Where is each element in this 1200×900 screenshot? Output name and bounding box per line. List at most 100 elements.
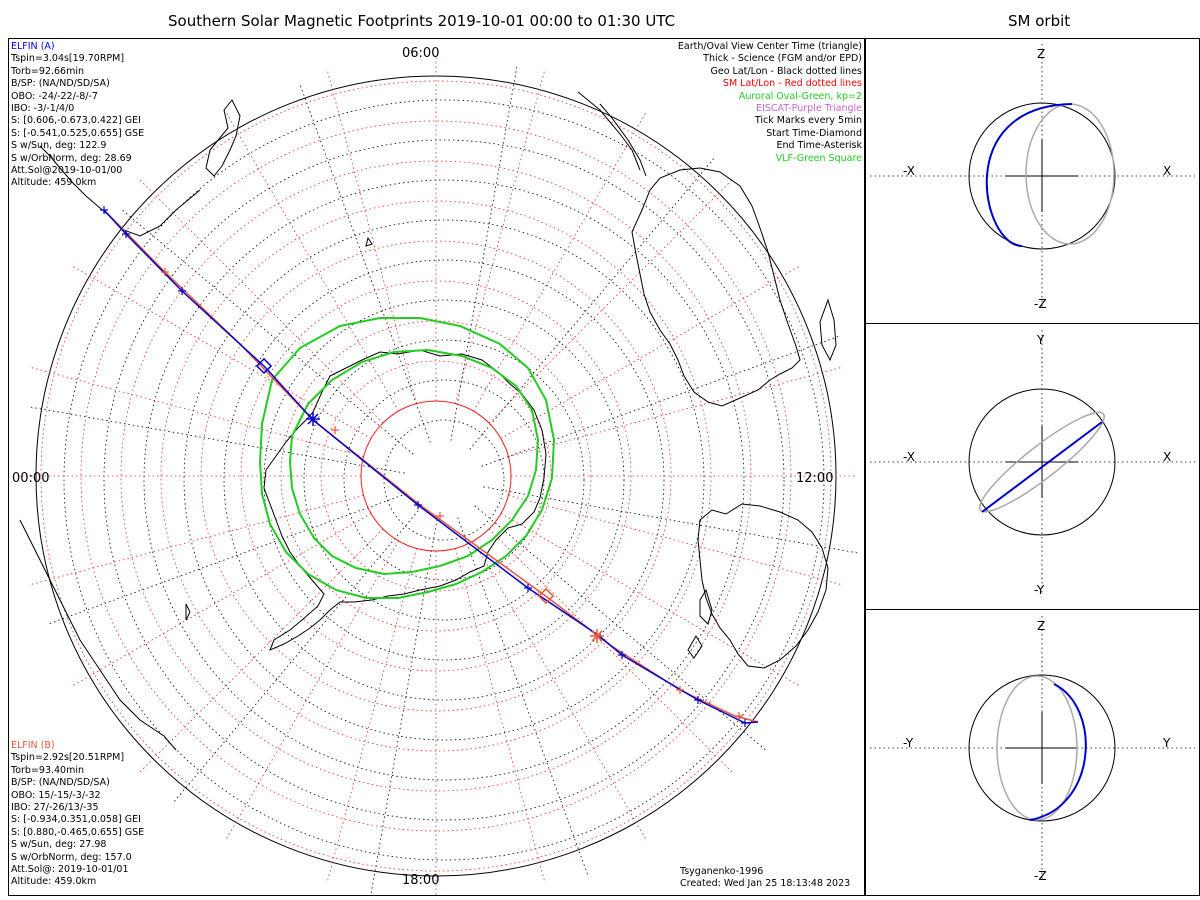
sm-meridian <box>30 495 364 586</box>
elfin-a-line: Tspin=3.04s[19.70RPM] <box>11 53 125 65</box>
legend-entry: End Time-Asterisk <box>776 140 862 152</box>
sm-meridian <box>455 70 546 404</box>
geo-meridian <box>481 335 839 467</box>
geo-latitude-ring <box>223 259 665 701</box>
elfin-a-line: S: [-0.541,0.525,0.655] GSE <box>11 127 145 139</box>
legend-entry: VLF-Green Square <box>775 152 862 164</box>
elfin-b-header: ELFIN (B) <box>11 740 55 751</box>
orbit-panel: Z -Z -Y Y <box>870 616 1195 883</box>
orbit-axis-label-right: X <box>1163 450 1171 464</box>
orbit-axis-label-bottom: -Z <box>1034 869 1047 883</box>
elfin-b-line: Torb=93.40min <box>11 764 85 776</box>
geo-latitude-ring <box>103 139 785 821</box>
elfin-b-line: S: [-0.934,0.351,0.058] GEI <box>11 814 141 826</box>
elfin-a-end-asterisk <box>306 412 320 426</box>
sm-meridian <box>138 178 384 424</box>
geo-latitude-ring <box>303 339 585 621</box>
sm-latitude-ring <box>240 280 632 672</box>
legend-entry: Start Time-Diamond <box>766 127 862 139</box>
sm-latlon-grid <box>16 56 856 895</box>
sm-meridian <box>473 540 647 840</box>
elfin-b-track <box>103 209 759 723</box>
orbit-axis-label-top: Y <box>1036 333 1045 347</box>
polar-map: 06:00 00:00 12:00 18:00 <box>12 46 858 895</box>
elfin-a-orbit <box>985 103 1073 247</box>
geo-meridian <box>30 406 405 474</box>
orbit-panel: Z -Z -X X <box>870 44 1195 311</box>
footprint-tracks <box>103 209 759 724</box>
sm-latitude-ring <box>80 120 792 832</box>
elfin-b-line: OBO: 15/-15/-3/-32 <box>11 789 101 801</box>
footprint-map-frame <box>8 38 865 896</box>
elfin-b-line: S w/OrbNorm, deg: 157.0 <box>11 851 132 863</box>
orbit-panel: Y -Y -X X <box>870 330 1195 597</box>
antarctica-coast <box>263 349 547 651</box>
sm-meridian <box>326 548 417 882</box>
mlt-label-left: 00:00 <box>12 471 49 486</box>
elfin-b-line: S w/Sun, deg: 27.98 <box>11 839 107 851</box>
geo-meridian <box>173 510 419 802</box>
geo-meridian <box>370 519 438 894</box>
sm-meridian <box>508 495 842 586</box>
auroral-oval-outer <box>258 317 556 599</box>
track-markers <box>100 206 749 727</box>
sm-meridian <box>225 540 399 840</box>
earth-circle <box>968 674 1116 822</box>
new-zealand-coast <box>687 588 713 659</box>
sm-latitude-ring <box>200 240 672 712</box>
legend-entry: Earth/Oval View Center Time (triangle) <box>677 41 862 52</box>
mlt-label-top: 06:00 <box>402 46 439 61</box>
legend-entry: Thick - Science (FGM and/or EPD) <box>703 53 862 65</box>
australia-coast <box>697 503 829 669</box>
elfin-b-tick-marks <box>161 268 743 720</box>
elfin-a-line: Torb=92.66min <box>11 65 85 77</box>
elfin-a-orbit <box>981 421 1103 513</box>
elfin-b-end-asterisk <box>590 629 604 643</box>
geo-meridian <box>457 517 589 875</box>
elfin-a-header: ELFIN (A) <box>11 41 55 52</box>
legend-entry: Geo Lat/Lon - Black dotted lines <box>710 65 862 77</box>
geo-latitude-ring <box>343 379 545 581</box>
southern-ocean-islands <box>185 91 641 621</box>
model-name: Tsyganenko-1996 <box>680 866 764 877</box>
elfin-a-line: S: [0.606,-0.673,0.422] GEI <box>11 115 141 127</box>
elfin-b-line: Tspin=2.92s[20.51RPM] <box>11 752 125 764</box>
orbit-axis-label-right: Y <box>1162 736 1171 750</box>
orbit-axis-label-bottom: -Y <box>1034 583 1045 597</box>
elfin-b-line: Att.Sol@: 2019-10-01/01 <box>11 864 129 876</box>
sm-meridian <box>455 548 546 882</box>
orbit-axis-label-left: -X <box>903 450 915 464</box>
sm-meridian <box>72 265 372 439</box>
legend-entry: EISCAT-Purple Triangle <box>756 103 862 115</box>
geo-latitude-ring <box>383 419 505 541</box>
orbit-panel-divider <box>865 323 1200 324</box>
sm-meridian <box>500 513 800 687</box>
geo-meridian <box>299 85 431 443</box>
sm-meridian <box>488 178 734 424</box>
elfin-b-line: Altitude: 459.0km <box>11 876 97 888</box>
orbit-axis-label-top: Z <box>1037 47 1045 61</box>
elfin-a-track <box>103 209 759 724</box>
elfin-b-info: ELFIN (B) Tspin=2.92s[20.51RPM] Torb=93.… <box>11 740 144 889</box>
orbit-axis-label-top: Z <box>1037 619 1045 633</box>
elfin-a-line: S w/Sun, deg: 122.9 <box>11 140 107 152</box>
geo-latlon-grid <box>30 66 858 894</box>
created-timestamp: Created: Wed Jan 25 18:13:48 2023 <box>680 878 851 890</box>
auroral-oval-inner <box>288 348 540 576</box>
mlt-label-right: 12:00 <box>796 471 833 486</box>
elfin-b-line: S: [0.880,-0.465,0.655] GSE <box>11 826 145 838</box>
sm-meridian <box>473 112 647 412</box>
legend-entry: Tick Marks every 5min <box>754 115 862 127</box>
elfin-b-orbit <box>1025 103 1115 245</box>
geo-latitude-ring <box>63 99 825 861</box>
orbit-axis-label-left: -Y <box>903 736 914 750</box>
geo-latitude-ring <box>183 219 705 741</box>
elfin-a-line: Att.Sol@2019-10-01/00 <box>11 165 123 177</box>
coastlines <box>19 91 837 751</box>
sm-meridian <box>30 366 364 457</box>
credits: Tsyganenko-1996 Created: Wed Jan 25 18:1… <box>680 866 850 891</box>
geo-latitude-ring <box>263 299 625 661</box>
elfin-b-orbit <box>996 675 1078 821</box>
elfin-a-tick-marks <box>100 206 749 727</box>
elfin-a-line: S w/OrbNorm, deg: 28.69 <box>11 152 132 164</box>
